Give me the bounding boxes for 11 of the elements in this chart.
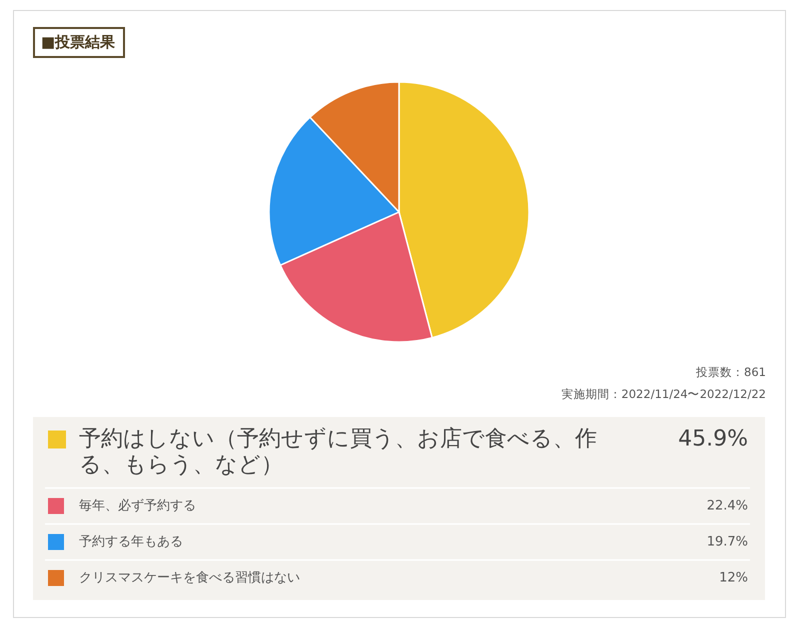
data-label: 45.9% [678, 426, 748, 452]
chart-title: ■投票結果 [33, 27, 126, 58]
text: 投票数：861 [695, 364, 766, 381]
legend-label: 予約はしない（予約せずに買う、お店で食べる、作る、もらう、など） [79, 426, 597, 478]
data-label: 19.7% [706, 534, 748, 550]
legend-label: クリスマスケーキを食べる習慣はない [79, 570, 300, 586]
data-label: 12% [719, 570, 748, 586]
data-label: 22.4% [706, 498, 748, 514]
legend-label: 予約する年もある [79, 534, 183, 550]
text: 実施期間：2022/11/24〜2022/12/22 [561, 386, 766, 403]
legend-label: 毎年、必ず予約する [79, 498, 196, 514]
